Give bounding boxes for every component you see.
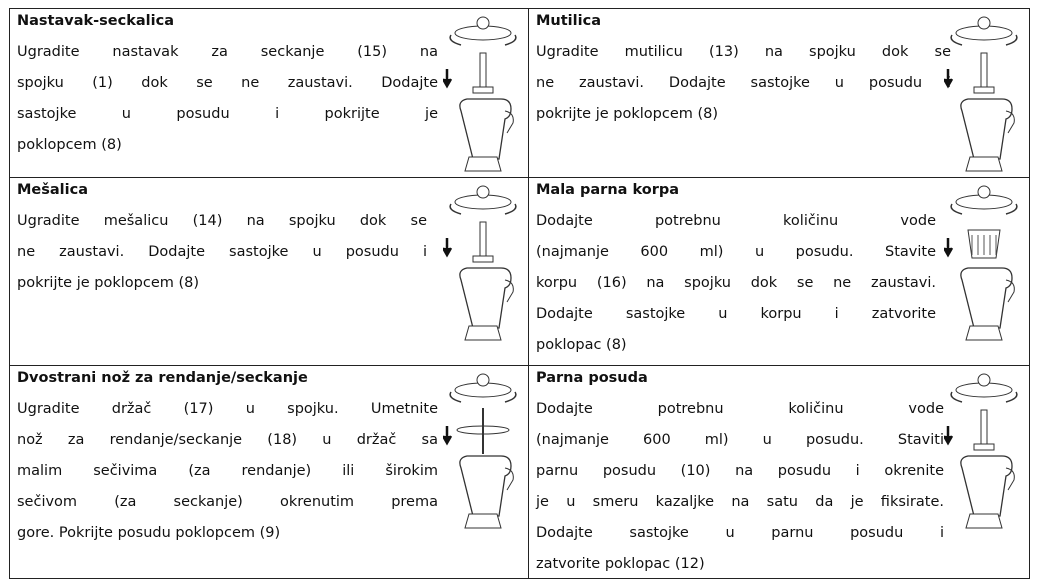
body-line: sečivom (za seckanje) okrenutim prema bbox=[17, 494, 438, 510]
cell-title: Dvostrani nož za rendanje/seckanje bbox=[17, 370, 308, 386]
body-line: Dodajte potrebnu količinu vode bbox=[536, 401, 944, 417]
table-cell: Mešalica Ugradite mešalicu (14) na spojku… bbox=[9, 177, 529, 366]
body-line: Dodajte potrebnu količinu vode bbox=[536, 213, 936, 229]
body-line: Ugradite nastavak za seckanje (15) na bbox=[17, 44, 438, 60]
body-line: Dodajte sastojke u korpu i zatvorite bbox=[536, 306, 936, 322]
body-line: Ugradite mutilicu (13) na spojku dok se bbox=[536, 44, 951, 60]
body-line: (najmanje 600 ml) u posudu. Staviti bbox=[536, 432, 944, 448]
table-cell: Mala parna korpa Dodajte potrebnu količin… bbox=[528, 177, 1030, 366]
cell-title: Nastavak-seckalica bbox=[17, 13, 174, 29]
body-line: pokrijte je poklopcem (8) bbox=[536, 106, 719, 122]
appliance-illustration bbox=[944, 373, 1018, 529]
body-line: nož za rendanje/seckanje (18) u držač sa bbox=[17, 432, 438, 448]
body-line: zatvorite poklopac (12) bbox=[536, 556, 705, 572]
body-line: malim sečivima (za rendanje) ili širokim bbox=[17, 463, 438, 479]
cell-title: Parna posuda bbox=[536, 370, 648, 386]
cell-title: Mešalica bbox=[17, 182, 88, 198]
body-line: ne zaustavi. Dodajte sastojke u posudu i bbox=[17, 244, 427, 260]
body-line: Dodajte sastojke u parnu posudu i bbox=[536, 525, 944, 541]
body-line: Ugradite držač (17) u spojku. Umetnite bbox=[17, 401, 438, 417]
body-line: Ugradite mešalicu (14) na spojku dok se bbox=[17, 213, 427, 229]
body-line: poklopac (8) bbox=[536, 337, 627, 353]
cell-title: Mutilica bbox=[536, 13, 601, 29]
appliance-illustration bbox=[443, 185, 517, 341]
table-cell: Mutilica Ugradite mutilicu (13) na spojku… bbox=[528, 8, 1030, 178]
body-line: gore. Pokrijte posudu poklopcem (9) bbox=[17, 525, 281, 541]
body-line: spojku (1) dok se ne zaustavi. Dodajte bbox=[17, 75, 438, 91]
body-line: je u smeru kazaljke na satu da je fiksir… bbox=[536, 494, 944, 510]
cell-title: Mala parna korpa bbox=[536, 182, 680, 198]
body-line: pokrijte je poklopcem (8) bbox=[17, 275, 200, 291]
table-cell: Nastavak-seckalica Ugradite nastavak za s… bbox=[9, 8, 529, 178]
table-cell: Dvostrani nož za rendanje/seckanje Ugradi… bbox=[9, 365, 529, 579]
body-line: poklopcem (8) bbox=[17, 137, 122, 153]
body-line: parnu posudu (10) na posudu i okrenite bbox=[536, 463, 944, 479]
body-line: ne zaustavi. Dodajte sastojke u posudu i bbox=[536, 75, 951, 91]
appliance-illustration bbox=[944, 185, 1018, 341]
table-cell: Parna posuda Dodajte potrebnu količinu vo… bbox=[528, 365, 1030, 579]
appliance-illustration bbox=[443, 373, 517, 529]
appliance-illustration bbox=[944, 16, 1018, 172]
body-line: korpu (16) na spojku dok se ne zaustavi. bbox=[536, 275, 936, 291]
body-line: (najmanje 600 ml) u posudu. Stavite bbox=[536, 244, 936, 260]
appliance-illustration bbox=[443, 16, 517, 172]
body-line: sastojke u posudu i pokrijte je bbox=[17, 106, 438, 122]
